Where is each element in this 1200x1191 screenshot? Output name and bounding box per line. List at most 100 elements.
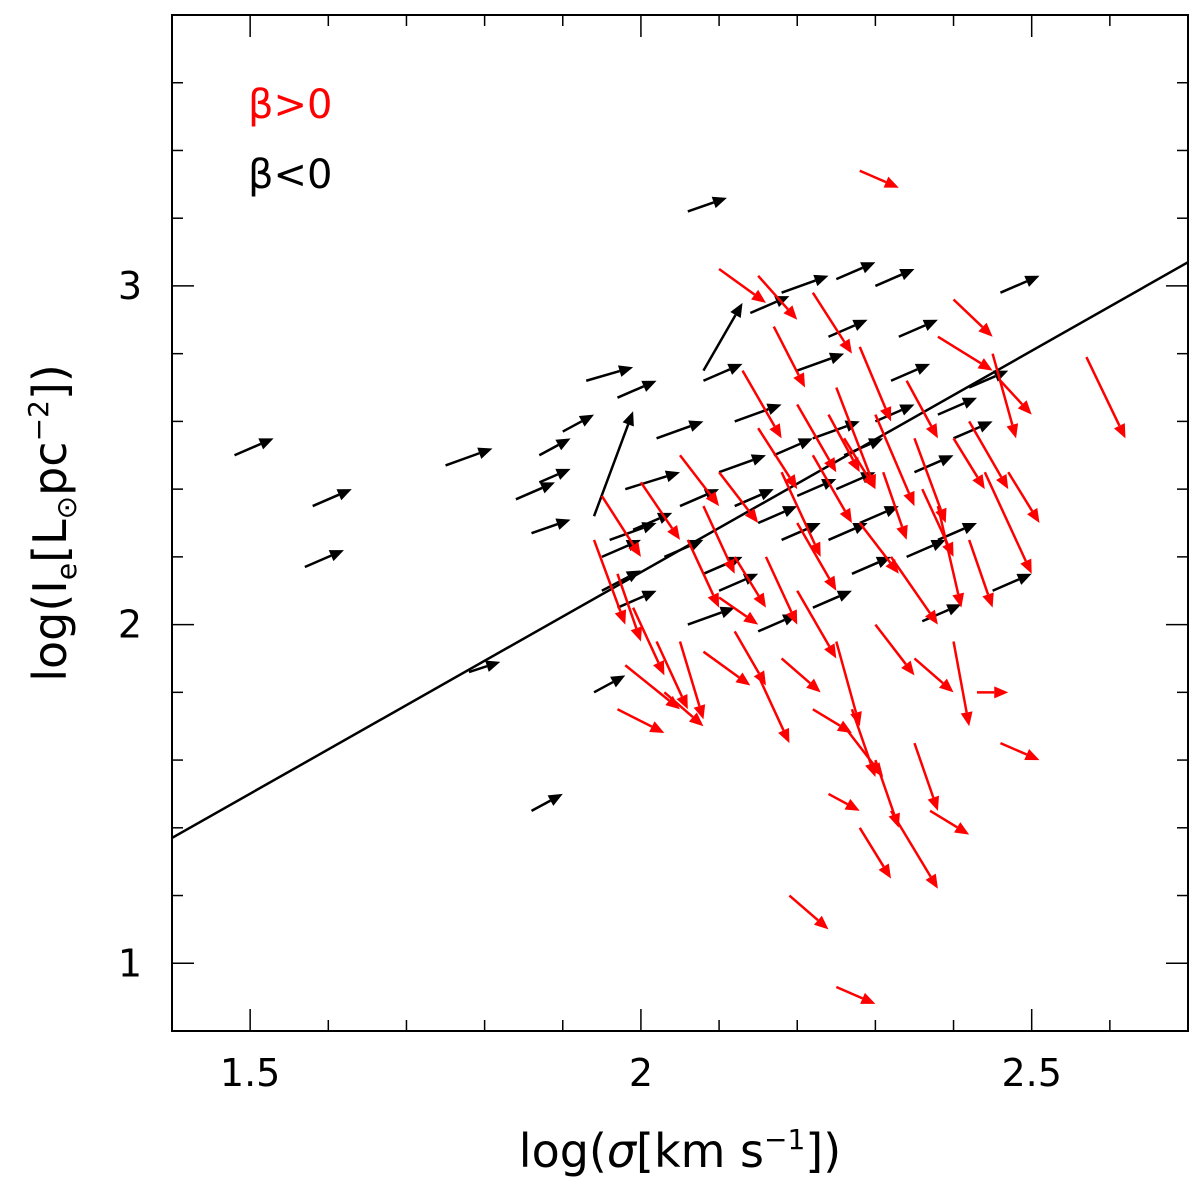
data-arrow xyxy=(913,742,939,811)
data-arrow xyxy=(811,454,852,523)
series-beta-negative xyxy=(234,196,1040,812)
data-arrow xyxy=(835,641,862,727)
data-arrow xyxy=(616,708,665,733)
data-arrow xyxy=(906,539,946,559)
data-arrow xyxy=(757,427,798,490)
data-arrow xyxy=(468,660,501,674)
data-arrow xyxy=(601,570,641,592)
data-arrow xyxy=(874,759,900,828)
data-arrow xyxy=(734,403,782,423)
data-arrow xyxy=(835,985,876,1004)
legend-beta-negative: β<0 xyxy=(248,152,333,198)
data-arrow xyxy=(968,420,1009,490)
data-arrow xyxy=(663,539,704,559)
x-axis-label: log(σ[km s−1]) xyxy=(519,1123,841,1178)
tick-labels: 1.5 2 2.5 1 2 3 xyxy=(118,264,1062,1095)
data-arrow xyxy=(780,657,821,693)
data-arrow xyxy=(936,505,965,608)
data-arrow xyxy=(874,623,915,676)
data-arrow xyxy=(858,346,892,422)
data-arrow xyxy=(890,363,931,382)
data-arrow xyxy=(702,302,743,372)
data-arrow xyxy=(874,414,915,507)
data-arrow xyxy=(976,686,1009,699)
data-arrow xyxy=(718,573,759,592)
data-arrows xyxy=(234,169,1126,1004)
data-arrow xyxy=(952,298,993,337)
data-arrow xyxy=(616,380,657,399)
x-tick-label: 2 xyxy=(629,1051,653,1095)
data-arrow xyxy=(780,471,821,557)
y-tick-label: 3 xyxy=(118,264,142,308)
data-arrow xyxy=(773,438,813,457)
data-arrow xyxy=(851,556,892,575)
data-arrow xyxy=(827,792,860,811)
data-arrow xyxy=(718,596,759,625)
data-arrow xyxy=(515,482,555,501)
data-arrow xyxy=(796,352,845,372)
data-arrow xyxy=(999,741,1040,761)
data-arrow xyxy=(639,481,680,540)
data-arrow xyxy=(679,454,720,507)
y-axis-label: log(Ie[L⊙pc−2]) xyxy=(22,364,83,682)
series-beta-positive xyxy=(592,169,1126,1004)
legend-beta-positive: β>0 xyxy=(248,82,333,128)
data-arrow xyxy=(858,827,892,879)
data-arrow xyxy=(967,539,994,608)
data-arrow xyxy=(445,447,493,467)
data-arrow xyxy=(898,319,938,338)
data-arrow xyxy=(937,335,993,371)
data-arrow xyxy=(889,556,938,625)
data-arrow xyxy=(678,641,706,720)
data-arrow xyxy=(929,809,970,835)
data-arrow xyxy=(616,590,657,609)
data-arrow xyxy=(530,793,563,812)
data-arrow xyxy=(686,539,720,608)
data-arrow xyxy=(859,169,899,188)
data-arrow xyxy=(741,369,782,439)
data-arrow xyxy=(631,607,665,676)
data-arrow xyxy=(827,414,860,473)
data-arrow xyxy=(788,894,829,930)
data-arrow xyxy=(609,522,657,542)
data-arrow xyxy=(757,674,790,744)
x-tick-label: 2.5 xyxy=(1001,1051,1061,1095)
data-arrow xyxy=(757,506,798,525)
data-arrow xyxy=(827,523,868,542)
data-arrow xyxy=(835,262,876,281)
data-arrow xyxy=(858,522,899,574)
data-arrow xyxy=(889,810,938,889)
data-arrow xyxy=(538,468,571,484)
data-arrow xyxy=(312,489,352,508)
data-arrow xyxy=(702,650,751,686)
axis-ticks xyxy=(171,14,1189,1032)
data-arrow xyxy=(1085,356,1126,439)
data-arrow xyxy=(992,573,1032,592)
data-arrow xyxy=(718,267,766,303)
data-arrow xyxy=(921,604,962,623)
x-tick-label: 1.5 xyxy=(220,1051,280,1095)
data-arrow xyxy=(1007,471,1040,523)
data-arrow xyxy=(921,488,954,557)
data-arrow xyxy=(734,489,774,508)
data-arrow xyxy=(796,590,837,659)
data-arrow xyxy=(953,421,993,440)
data-arrow xyxy=(859,506,899,525)
y-tick-label: 2 xyxy=(118,603,142,647)
data-arrow xyxy=(827,319,868,338)
y-tick-label: 1 xyxy=(118,941,142,985)
data-arrow xyxy=(999,275,1040,294)
data-arrow xyxy=(624,470,680,491)
data-arrow xyxy=(764,556,798,625)
data-arrow xyxy=(772,326,806,388)
data-arrow xyxy=(592,539,627,625)
data-arrow xyxy=(913,437,947,523)
data-arrow xyxy=(796,403,837,473)
data-arrow xyxy=(687,196,727,213)
data-arrow xyxy=(687,606,735,626)
data-arrow xyxy=(702,363,743,382)
data-arrow xyxy=(593,675,626,694)
data-arrow xyxy=(718,471,759,523)
data-arrow xyxy=(655,641,688,710)
